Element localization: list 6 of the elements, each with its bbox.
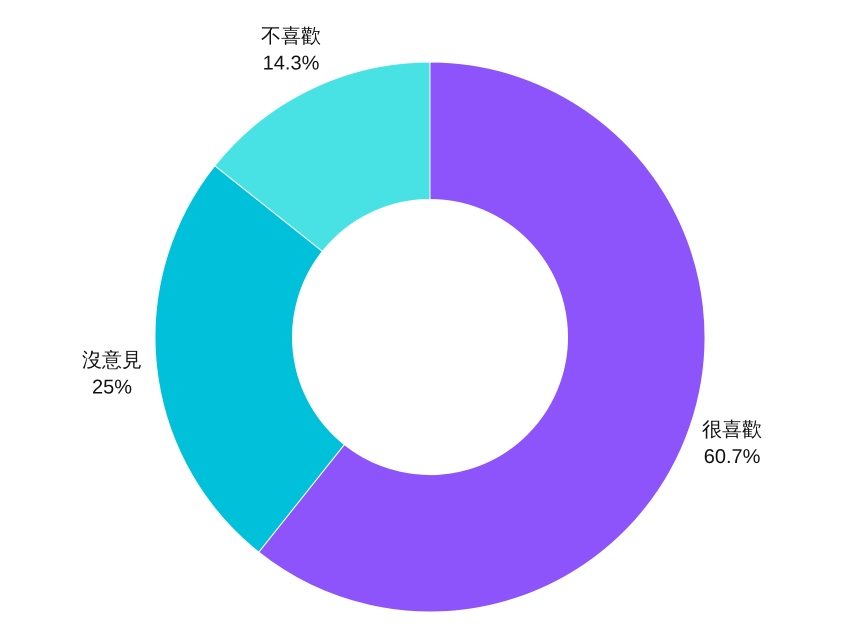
slice-label: 不喜歡 — [261, 25, 322, 48]
data-label: 25% — [92, 376, 132, 399]
data-label: 14.3% — [262, 52, 320, 74]
data-label: 60.7% — [704, 446, 761, 468]
slice-label: 沒意見 — [82, 350, 142, 372]
slice-label: 很喜歡 — [702, 419, 762, 442]
